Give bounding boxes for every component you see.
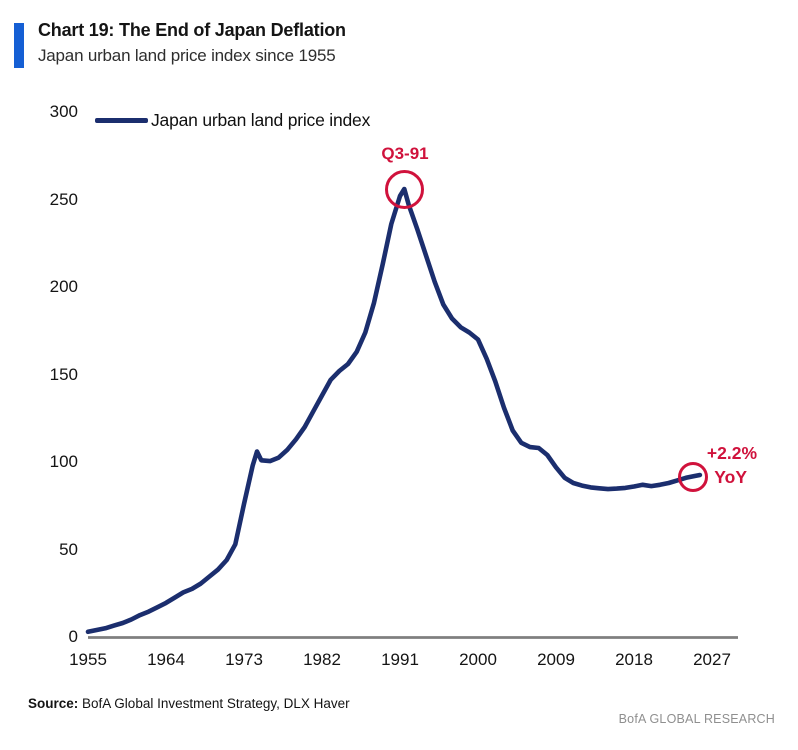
y-axis-tick-label: 200: [49, 277, 78, 296]
page-title: Chart 19: The End of Japan Deflation: [38, 20, 346, 40]
end-highlight-circle: [678, 462, 708, 492]
y-axis-tick-label: 250: [49, 189, 78, 209]
x-axis-tick-label: 1973: [225, 650, 263, 669]
x-axis-tick-label: 1991: [381, 650, 419, 669]
legend-label: Japan urban land price index: [151, 110, 371, 130]
series-line: [85, 186, 703, 635]
title-accent-bar: [14, 23, 24, 68]
x-axis-tick-label: 2018: [615, 650, 653, 669]
y-axis-tick-label: 0: [68, 627, 78, 646]
x-axis-tick-label: 2000: [459, 650, 497, 669]
x-axis-tick-label: 1964: [147, 650, 185, 669]
y-axis-tick-label: 150: [49, 364, 78, 384]
x-axis-tick-label: 1955: [69, 650, 107, 669]
brand-label: BofA GLOBAL RESEARCH: [618, 712, 775, 726]
end-annotation-unit: YoY: [714, 467, 747, 487]
source-label: Source:: [28, 696, 79, 711]
x-axis-tick-label: 1982: [303, 650, 341, 669]
end-annotation-value: +2.2%: [706, 443, 757, 463]
source-note: Source: BofA Global Investment Strategy,…: [28, 696, 350, 711]
chart-subtitle: Japan urban land price index since 1955: [38, 46, 336, 65]
y-axis-tick-label: 300: [49, 102, 78, 121]
y-axis-tick-label: 100: [49, 452, 78, 471]
x-axis-tick-label: 2027: [693, 650, 731, 669]
y-axis-tick-label: 50: [59, 539, 78, 559]
peak-annotation-label: Q3-91: [381, 144, 429, 163]
source-text: BofA Global Investment Strategy, DLX Hav…: [82, 696, 350, 711]
x-axis-tick-label: 2009: [537, 650, 575, 669]
peak-highlight-circle: [385, 170, 424, 209]
legend-line-swatch: [95, 118, 148, 123]
